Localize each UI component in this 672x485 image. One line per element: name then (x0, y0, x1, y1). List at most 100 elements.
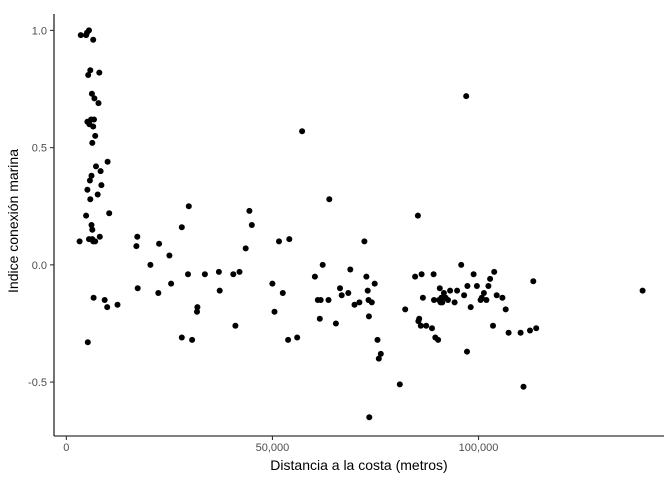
data-point (438, 294, 445, 301)
data-point (364, 287, 371, 294)
data-point (77, 32, 84, 39)
data-point (90, 123, 97, 130)
data-point (440, 290, 447, 296)
data-point (473, 283, 480, 289)
data-point (491, 268, 498, 275)
data-point (86, 27, 92, 34)
y-tick-label: 0.0 (32, 260, 47, 272)
data-point (232, 322, 239, 329)
data-point (374, 336, 381, 343)
data-point (156, 240, 163, 247)
data-point (483, 297, 490, 303)
x-tick-label: 100,000 (459, 442, 499, 454)
data-point (93, 163, 99, 170)
data-point (269, 280, 276, 287)
data-point (294, 334, 301, 341)
data-point (246, 207, 253, 214)
data-point (368, 299, 375, 306)
y-axis-title: Indice conexión marina (5, 149, 21, 293)
data-point (215, 268, 222, 275)
points-layer (76, 27, 646, 421)
data-point (530, 278, 537, 285)
data-point (95, 100, 102, 107)
data-point (464, 283, 471, 289)
data-point (361, 238, 368, 245)
data-point (375, 355, 382, 362)
data-point (97, 168, 104, 175)
data-point (147, 261, 154, 268)
data-point (402, 306, 409, 313)
data-point (326, 196, 333, 203)
data-point (363, 273, 370, 280)
data-point (416, 315, 423, 322)
data-point (285, 336, 292, 343)
y-tick-label: -0.5 (28, 377, 47, 389)
data-point (639, 287, 646, 294)
data-point (89, 226, 96, 233)
data-point (114, 301, 121, 308)
data-point (216, 287, 223, 294)
data-point (414, 212, 421, 219)
data-point (332, 320, 339, 327)
data-point (134, 233, 141, 240)
data-point (461, 292, 468, 299)
data-point (419, 294, 426, 301)
data-point (435, 336, 442, 343)
data-point (485, 283, 492, 289)
data-point (338, 292, 345, 299)
data-point (371, 280, 378, 287)
data-point (470, 271, 477, 278)
data-point (499, 294, 506, 301)
data-point (517, 329, 524, 336)
data-point (87, 67, 94, 74)
data-point (185, 271, 191, 278)
data-point (337, 285, 343, 292)
data-point (194, 304, 201, 311)
data-point (90, 36, 97, 43)
data-point (168, 280, 175, 287)
data-point (451, 299, 458, 306)
data-point (458, 261, 465, 268)
data-point (101, 297, 108, 303)
data-point (89, 236, 96, 243)
data-point (185, 203, 192, 210)
data-point (325, 297, 332, 303)
data-point (134, 285, 141, 292)
data-point (271, 308, 278, 315)
data-point (345, 290, 352, 296)
data-point (480, 290, 487, 296)
data-point (478, 294, 485, 301)
data-point (502, 306, 509, 313)
data-point (276, 238, 282, 245)
data-point (88, 90, 95, 97)
data-point (527, 327, 533, 334)
data-point (88, 172, 95, 179)
data-point (467, 304, 474, 311)
data-point (133, 243, 140, 250)
data-point (505, 329, 512, 336)
x-ticks-layer: 0 50,000 100,000 (63, 436, 498, 454)
data-point (316, 315, 323, 322)
data-point (201, 271, 208, 278)
data-point (286, 236, 293, 243)
data-point (96, 233, 103, 240)
data-point (86, 177, 93, 184)
data-point (89, 139, 96, 146)
data-point (83, 32, 90, 39)
data-point (347, 266, 354, 273)
data-point (319, 261, 326, 268)
data-point (436, 285, 443, 292)
data-point (356, 299, 363, 306)
data-point (317, 297, 324, 303)
data-point (96, 69, 103, 76)
data-point (90, 294, 97, 301)
data-point (520, 383, 527, 390)
data-point (366, 414, 373, 421)
data-point (106, 210, 113, 217)
data-point (85, 72, 92, 78)
data-point (396, 381, 403, 388)
data-point (236, 268, 243, 275)
y-ticks-layer: -0.5 0.0 0.5 1.0 (28, 25, 54, 389)
